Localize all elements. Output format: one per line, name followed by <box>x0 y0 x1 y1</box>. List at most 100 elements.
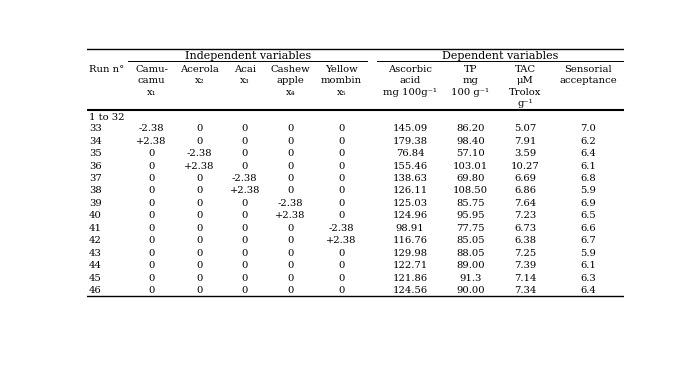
Text: 90.00: 90.00 <box>456 286 484 295</box>
Text: 77.75: 77.75 <box>456 224 484 233</box>
Text: 7.91: 7.91 <box>514 137 536 146</box>
Text: 0: 0 <box>338 286 344 295</box>
Text: 0: 0 <box>287 274 294 283</box>
Text: 125.03: 125.03 <box>392 199 428 208</box>
Text: TAC: TAC <box>515 65 536 74</box>
Text: 6.4: 6.4 <box>580 286 596 295</box>
Text: mombin: mombin <box>321 76 362 85</box>
Text: 0: 0 <box>287 261 294 270</box>
Text: 0: 0 <box>338 249 344 258</box>
Text: 0: 0 <box>196 237 202 245</box>
Text: 57.10: 57.10 <box>456 149 485 158</box>
Text: 121.86: 121.86 <box>392 274 428 283</box>
Text: 0: 0 <box>287 174 294 183</box>
Text: 0: 0 <box>338 211 344 220</box>
Text: 100 g⁻¹: 100 g⁻¹ <box>451 88 489 97</box>
Text: 3.59: 3.59 <box>514 149 536 158</box>
Text: 40: 40 <box>89 211 102 220</box>
Text: x₂: x₂ <box>195 76 204 85</box>
Text: Run n°: Run n° <box>89 65 124 74</box>
Text: +2.38: +2.38 <box>184 162 215 170</box>
Text: 88.05: 88.05 <box>456 249 484 258</box>
Text: 0: 0 <box>196 174 202 183</box>
Text: 129.98: 129.98 <box>392 249 428 258</box>
Text: 0: 0 <box>287 124 294 133</box>
Text: 86.20: 86.20 <box>456 124 484 133</box>
Text: 0: 0 <box>287 286 294 295</box>
Text: apple: apple <box>277 76 304 85</box>
Text: 6.4: 6.4 <box>580 149 596 158</box>
Text: 69.80: 69.80 <box>456 174 484 183</box>
Text: 0: 0 <box>242 124 248 133</box>
Text: 6.1: 6.1 <box>580 261 596 270</box>
Text: 145.09: 145.09 <box>392 124 428 133</box>
Text: +2.38: +2.38 <box>229 187 260 196</box>
Text: 0: 0 <box>196 124 202 133</box>
Text: 6.38: 6.38 <box>514 237 536 245</box>
Text: x₅: x₅ <box>336 88 346 97</box>
Text: 0: 0 <box>148 211 155 220</box>
Text: 0: 0 <box>196 199 202 208</box>
Text: Acai: Acai <box>234 65 256 74</box>
Text: 42: 42 <box>89 237 102 245</box>
Text: 6.2: 6.2 <box>581 137 596 146</box>
Text: 95.95: 95.95 <box>456 211 484 220</box>
Text: Acerola: Acerola <box>180 65 219 74</box>
Text: 0: 0 <box>287 162 294 170</box>
Text: Camu-: Camu- <box>135 65 168 74</box>
Text: 155.46: 155.46 <box>392 162 428 170</box>
Text: 179.38: 179.38 <box>392 137 428 146</box>
Text: 10.27: 10.27 <box>511 162 540 170</box>
Text: 98.91: 98.91 <box>396 224 424 233</box>
Text: 116.76: 116.76 <box>392 237 428 245</box>
Text: 91.3: 91.3 <box>459 274 482 283</box>
Text: 7.34: 7.34 <box>514 286 536 295</box>
Text: 41: 41 <box>89 224 102 233</box>
Text: 122.71: 122.71 <box>392 261 428 270</box>
Text: 6.8: 6.8 <box>581 174 596 183</box>
Text: -2.38: -2.38 <box>232 174 258 183</box>
Text: 0: 0 <box>242 199 248 208</box>
Text: 5.07: 5.07 <box>514 124 536 133</box>
Text: 5.9: 5.9 <box>580 187 596 196</box>
Text: 7.0: 7.0 <box>580 124 596 133</box>
Text: 6.86: 6.86 <box>514 187 536 196</box>
Text: 0: 0 <box>196 224 202 233</box>
Text: 1 to 32: 1 to 32 <box>89 112 124 122</box>
Text: 0: 0 <box>196 274 202 283</box>
Text: +2.38: +2.38 <box>326 237 356 245</box>
Text: 0: 0 <box>287 237 294 245</box>
Text: Cashew: Cashew <box>270 65 310 74</box>
Text: 0: 0 <box>242 274 248 283</box>
Text: 0: 0 <box>196 187 202 196</box>
Text: 0: 0 <box>338 149 344 158</box>
Text: Ascorbic: Ascorbic <box>388 65 432 74</box>
Text: 34: 34 <box>89 137 102 146</box>
Text: 0: 0 <box>287 249 294 258</box>
Text: 0: 0 <box>242 224 248 233</box>
Text: -2.38: -2.38 <box>139 124 164 133</box>
Text: 0: 0 <box>148 162 155 170</box>
Text: 103.01: 103.01 <box>453 162 488 170</box>
Text: 39: 39 <box>89 199 101 208</box>
Text: 0: 0 <box>242 249 248 258</box>
Text: 0: 0 <box>242 211 248 220</box>
Text: 85.05: 85.05 <box>456 237 484 245</box>
Text: 76.84: 76.84 <box>396 149 424 158</box>
Text: 6.5: 6.5 <box>581 211 596 220</box>
Text: 108.50: 108.50 <box>453 187 488 196</box>
Text: 0: 0 <box>148 286 155 295</box>
Text: mg 100g⁻¹: mg 100g⁻¹ <box>383 88 437 97</box>
Text: 0: 0 <box>338 124 344 133</box>
Text: 6.6: 6.6 <box>581 224 596 233</box>
Text: 0: 0 <box>287 137 294 146</box>
Text: 35: 35 <box>89 149 101 158</box>
Text: 7.14: 7.14 <box>514 274 536 283</box>
Text: 124.96: 124.96 <box>392 211 428 220</box>
Text: 0: 0 <box>148 174 155 183</box>
Text: Trolox: Trolox <box>509 88 541 97</box>
Text: 6.7: 6.7 <box>581 237 596 245</box>
Text: 98.40: 98.40 <box>456 137 485 146</box>
Text: Independent variables: Independent variables <box>185 51 311 61</box>
Text: -2.38: -2.38 <box>328 224 354 233</box>
